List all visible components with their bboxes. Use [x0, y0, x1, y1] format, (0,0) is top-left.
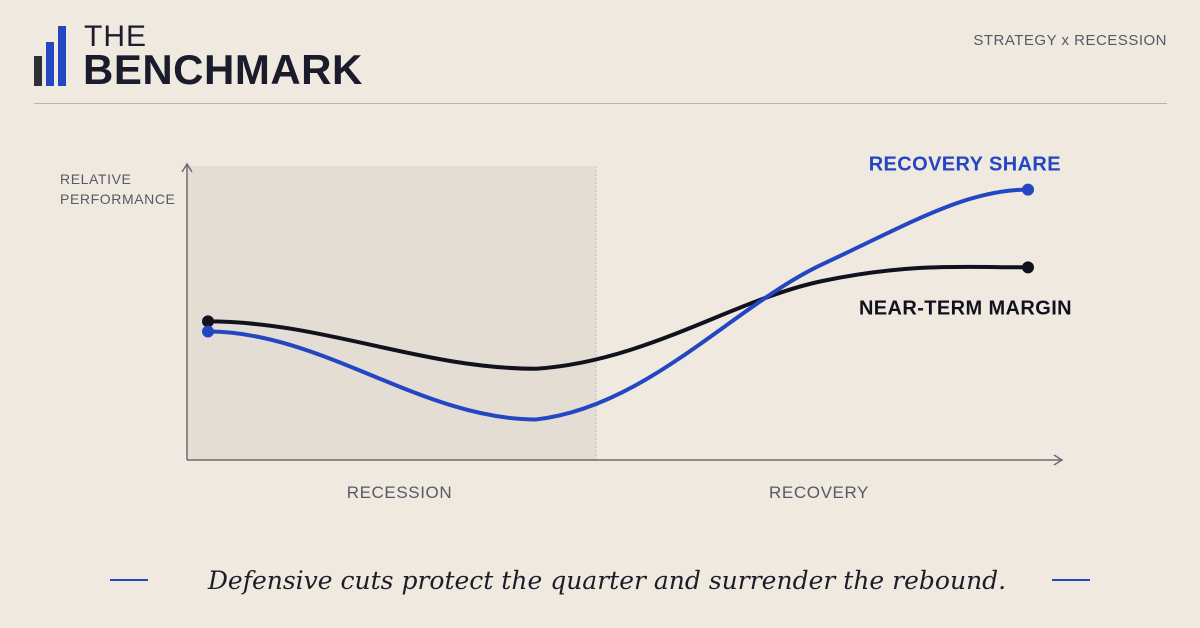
recession-shaded-region	[188, 166, 596, 460]
phase-label-recovery: RECOVERY	[769, 483, 869, 502]
series-label-near-term-margin: NEAR-TERM MARGIN	[859, 297, 1072, 319]
series-line-near-term-margin	[206, 264, 1030, 371]
series-end-point-near-term-margin	[1022, 261, 1034, 274]
brand-line-1: THE	[84, 20, 147, 53]
x-axis-arrow-icon	[1053, 454, 1064, 466]
y-axis-arrow-icon	[181, 162, 193, 173]
brand-line-2: BENCHMARK	[83, 46, 363, 93]
y-axis-label-line-1: RELATIVE	[60, 171, 131, 187]
footer-right-dash	[1052, 579, 1091, 581]
brand-logo: THE BENCHMARK	[34, 20, 374, 93]
y-axis-label-line-2: PERFORMANCE	[60, 191, 176, 207]
series-start-point-recovery-share	[202, 325, 214, 338]
bar-chart-logo-icon	[34, 26, 66, 86]
series-label-recovery-share: RECOVERY SHARE	[869, 154, 1061, 176]
header-divider	[34, 103, 1167, 104]
footer-left-dash	[109, 579, 148, 581]
series-start-point-near-term-margin	[202, 315, 214, 328]
footer-caption: Defensive cuts protect the quarter and s…	[207, 565, 1007, 595]
series-line-recovery-share	[206, 187, 1030, 422]
section-kicker: STRATEGY x RECESSION	[973, 32, 1167, 49]
series-end-point-recovery-share	[1022, 183, 1034, 196]
footer: Defensive cuts protect the quarter and s…	[0, 560, 1200, 600]
phase-label-recession: RECESSION	[347, 483, 453, 502]
